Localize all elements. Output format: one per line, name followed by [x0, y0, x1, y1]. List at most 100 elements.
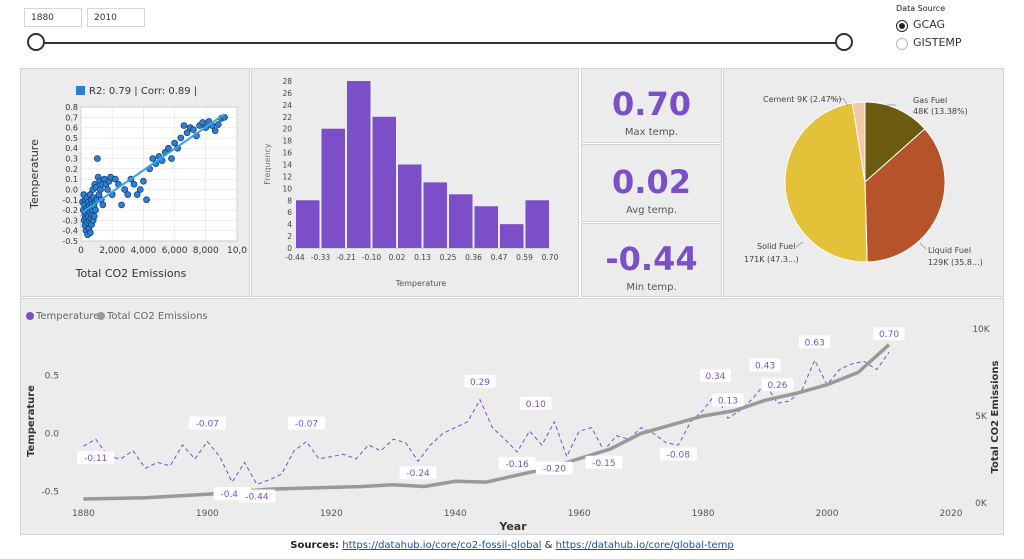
pie-chart: Cement 9K (2.47%) Gas Fuel 48K (13.38%) … — [744, 95, 983, 267]
timeline-y2-tick-label: 0K — [975, 499, 988, 509]
kpi-min-value: -0.44 — [605, 240, 698, 278]
scatter-y-tick-label: -0.4 — [62, 227, 78, 236]
histogram-y-tick-label: 14 — [282, 161, 292, 170]
timeline-y2-tick-label: 10K — [972, 325, 990, 335]
histogram-y-tick-label: 24 — [282, 101, 292, 110]
timeline-data-label: -0.15 — [592, 459, 615, 469]
co2-emissions-line — [83, 343, 891, 501]
pie-leader-cement — [830, 98, 849, 107]
scatter-chart: R2: 0.79 | Corr: 0.89 | 0.80.7 0.60.50.4 0… — [28, 86, 247, 280]
pie-label-gas-name: Gas Fuel — [913, 96, 947, 105]
kpi-max-value: 0.70 — [612, 85, 691, 123]
scatter-y-tick-label: 0.3 — [65, 155, 78, 164]
scatter-point — [165, 144, 172, 152]
timeline-data-label: -0.16 — [506, 460, 530, 470]
scatter-legend-text: R2: 0.79 | Corr: 0.89 | — [89, 86, 197, 97]
scatter-point — [171, 139, 178, 147]
source-link-co2[interactable]: https://datahub.io/core/co2-fossil-globa… — [342, 540, 542, 551]
timeline-data-label-box — [749, 358, 781, 372]
year-range-slider-track[interactable] — [36, 42, 844, 44]
timeline-y-axis-title: Temperature — [26, 385, 37, 457]
timeline-data-label-box — [799, 335, 831, 349]
pie-slice-cement — [851, 101, 866, 183]
timeline-panel: Temperature Total CO2 Emissions -0.11 -0.… — [20, 298, 1004, 535]
histogram-bar — [500, 224, 524, 248]
histogram-bar — [423, 182, 447, 248]
timeline-y-tick-label: 0.5 — [45, 371, 59, 381]
histogram-y-tick-label: 20 — [282, 125, 292, 134]
histogram-y-tick-label: 18 — [282, 137, 292, 146]
scatter-point — [180, 122, 188, 129]
timeline-y2-axis-title: Total CO2 Emissions — [990, 360, 1001, 473]
kpi-avg-card: 0.02 Avg temp. — [581, 144, 722, 222]
slider-handle-end[interactable] — [835, 33, 853, 51]
timeline-x-tick-label: 1960 — [568, 509, 591, 519]
scatter-x-tick-label: 4,000 — [131, 246, 157, 256]
histogram-bar — [296, 200, 320, 248]
histogram-x-tick-label: -0.21 — [336, 253, 356, 262]
pie-label-cement: Cement 9K (2.47%) — [763, 95, 842, 104]
timeline-data-label-box — [873, 327, 905, 341]
year-from-input[interactable]: 1880 — [24, 8, 82, 27]
histogram-y-tick-label: 22 — [282, 113, 292, 122]
histogram-x-tick-label: 0.36 — [465, 253, 482, 262]
timeline-data-label-box — [77, 451, 115, 465]
radio-gistemp[interactable] — [896, 38, 908, 50]
slider-handle-start[interactable] — [27, 33, 45, 51]
scatter-point — [118, 201, 125, 209]
timeline-y-tick-label: -0.5 — [41, 487, 59, 497]
scatter-panel: R2: 0.79 | Corr: 0.89 | 0.8 0.7 0.6 0.5 0.4 0… — [20, 68, 250, 297]
timeline-data-label: -0.07 — [196, 420, 219, 430]
sources-footer: Sources: https://datahub.io/core/co2-fos… — [0, 540, 1024, 551]
histogram-y-tick-label: 12 — [282, 172, 292, 181]
year-to-input[interactable]: 2010 — [87, 8, 145, 27]
timeline-y-tick-label: 0.0 — [45, 429, 60, 439]
scatter-y-tick-label: 0.5 — [65, 134, 78, 143]
radio-gistemp-label[interactable]: GISTEMP — [913, 36, 962, 49]
scatter-point — [211, 127, 219, 135]
timeline-x-axis-title: Year — [498, 520, 527, 533]
timeline-x-tick-label: 2020 — [940, 509, 963, 519]
histogram-x-tick-label: -0.44 — [285, 253, 305, 262]
legend-co2-label[interactable]: Total CO2 Emissions — [106, 311, 208, 322]
timeline-data-label: 0.34 — [705, 372, 725, 382]
timeline-data-label: 0.26 — [767, 381, 787, 391]
timeline-data-label: -0.44 — [245, 492, 269, 502]
histogram-bar — [449, 194, 473, 248]
radio-gcag-label[interactable]: GCAG — [913, 18, 946, 31]
timeline-data-label-box — [659, 447, 697, 461]
scatter-x-tick-label: 8,000 — [193, 246, 219, 256]
pie-label-liquid-name: Liquid Fuel — [928, 246, 971, 255]
scatter-point — [183, 129, 191, 137]
timeline-y2-tick-label: 5K — [975, 412, 988, 422]
scatter-point — [189, 126, 197, 134]
scatter-x-tick-label: 6,000 — [162, 246, 188, 256]
histogram-bar — [398, 164, 422, 248]
scatter-y-tick-label: -0.2 — [62, 206, 78, 215]
timeline-x-tick-label: 1940 — [444, 509, 467, 519]
histogram-y-tick-label: 10 — [282, 184, 292, 193]
scatter-point — [143, 196, 150, 204]
scatter-y-tick-label: 0.4 — [65, 144, 78, 153]
scatter-point — [111, 175, 119, 183]
pie-slice-solid-fuel — [784, 102, 868, 263]
kpi-avg-label: Avg temp. — [625, 205, 678, 216]
histogram-panel: 0 2 4 6 8 10 12 14 16 18 20 22 24 26 28 -0.44 -0.33 -0.2… — [251, 68, 579, 297]
timeline-data-label: -0.08 — [667, 451, 691, 461]
histogram-x-tick-label: 0.47 — [491, 253, 508, 262]
scatter-point — [214, 121, 222, 128]
scatter-x-tick-label: 0 — [78, 246, 84, 256]
source-link-temp[interactable]: https://datahub.io/core/global-temp — [555, 540, 734, 551]
pie-label-liquid-value: 129K (35.8...) — [928, 258, 983, 267]
histogram-bar — [525, 200, 549, 248]
pie-label-solid-value: 171K (47.3...) — [744, 255, 799, 264]
timeline-x-tick-label: 1980 — [692, 509, 715, 519]
timeline-data-label-box — [712, 393, 744, 407]
radio-gcag[interactable] — [896, 20, 908, 32]
scatter-y-tick-label: 0.7 — [65, 113, 78, 122]
timeline-data-label-box — [464, 374, 496, 388]
timeline-data-label: 0.43 — [755, 362, 775, 372]
legend-temp-label[interactable]: Temperature — [35, 311, 99, 322]
timeline-x-tick-label: 1900 — [196, 509, 219, 519]
histogram-x-tick-label: -0.10 — [362, 253, 382, 262]
